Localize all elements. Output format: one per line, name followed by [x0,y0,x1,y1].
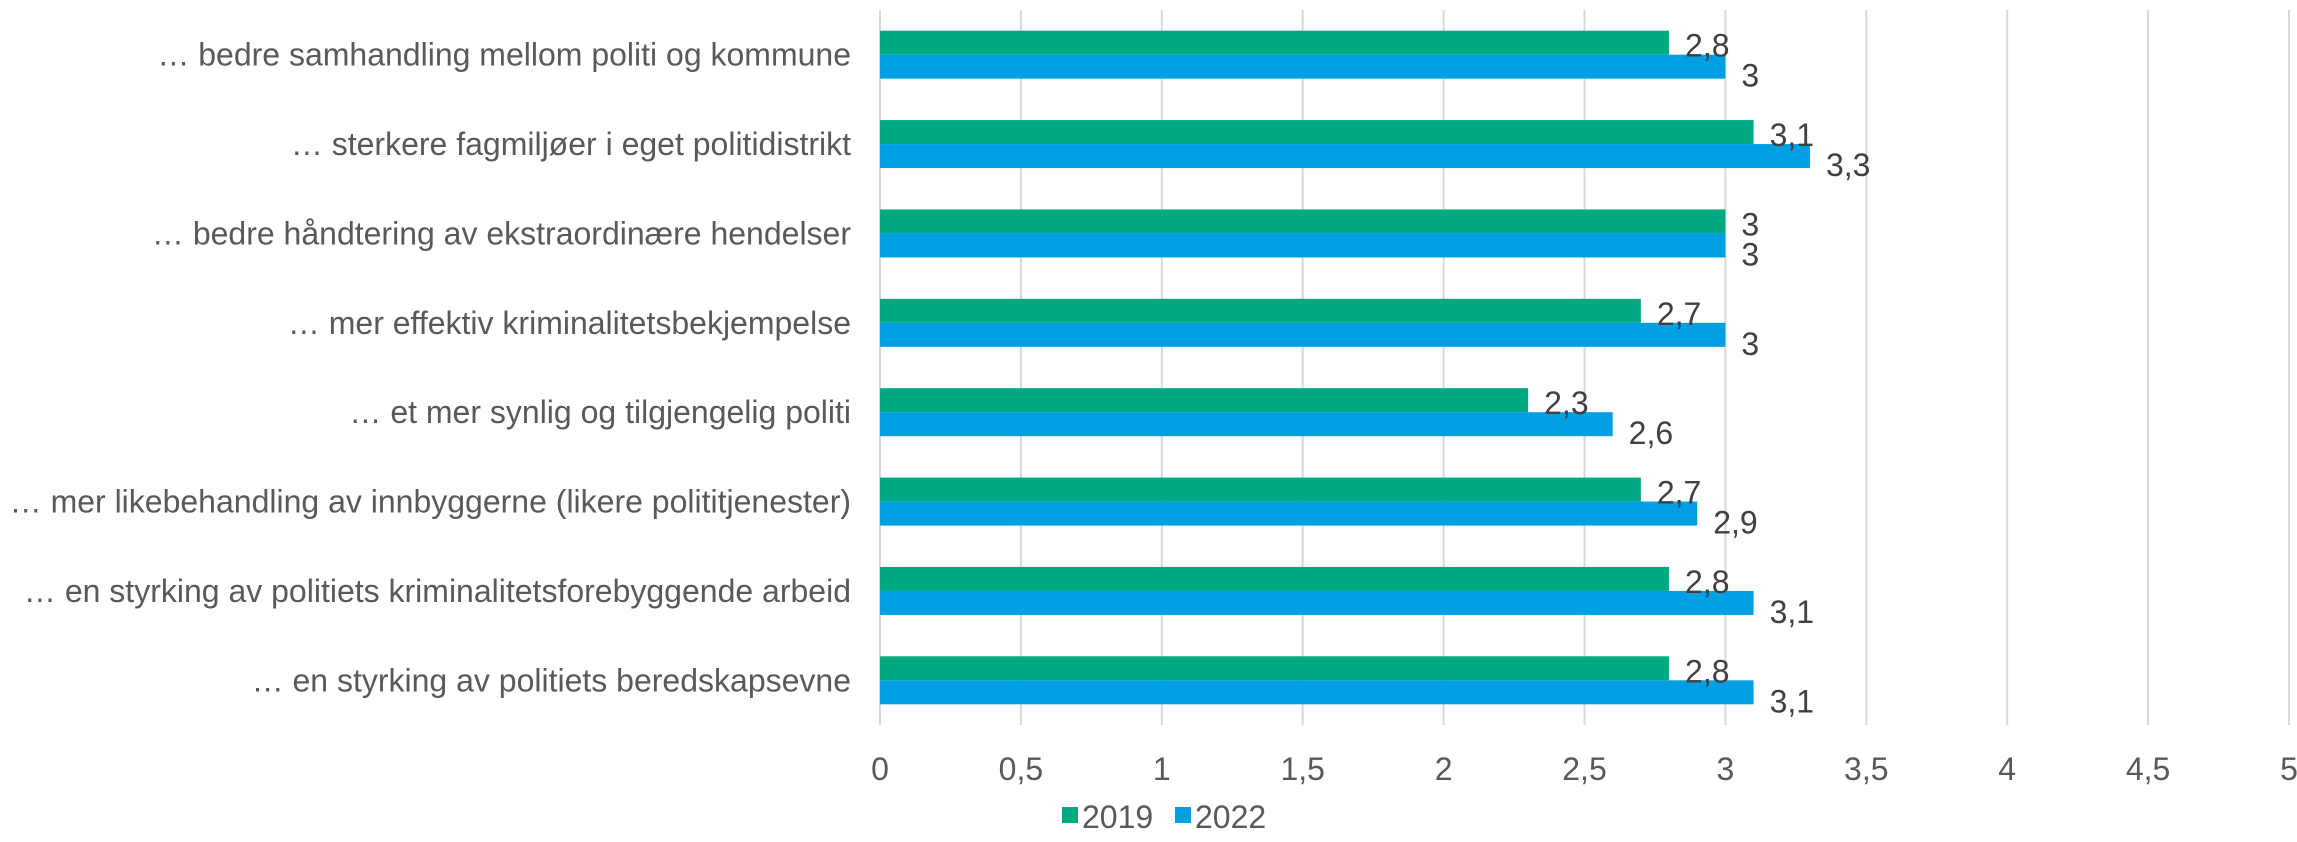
x-tick-label-4: 2 [1435,751,1453,787]
bar-2022-6 [880,590,1754,615]
legend-label-2022: 2022 [1195,799,1266,835]
bar-2022-5 [880,501,1698,526]
category-label-5: … mer likebehandling av innbyggerne (lik… [10,484,851,520]
bar-2022-1 [880,144,1810,169]
x-tick-label-0: 0 [871,751,889,787]
data-label-2022-7: 3,1 [1770,683,1814,719]
bar-2019-2 [880,209,1726,234]
category-labels: … bedre samhandling mellom politi og kom… [10,37,852,699]
bar-2019-4 [880,388,1529,413]
x-tick-label-3: 1,5 [1280,751,1324,787]
data-label-2022-3: 3 [1741,326,1759,362]
x-tick-label-9: 4,5 [2126,751,2170,787]
x-axis-tick-labels: 0 0,5 1 1,5 2 2,5 3 3,5 4 4,5 5 [871,751,2297,787]
data-label-2022-0: 3 [1741,58,1759,94]
legend-swatch-2019 [1062,807,1078,823]
bar-2022-4 [880,412,1613,437]
bar-2022-7 [880,680,1754,705]
category-label-1: … sterkere fagmiljøer i eget politidistr… [291,126,851,162]
x-tick-label-8: 4 [1998,751,2016,787]
legend-label-2019: 2019 [1082,799,1153,835]
category-label-0: … bedre samhandling mellom politi og kom… [157,37,851,73]
bar-2019-6 [880,566,1670,591]
data-label-2022-1: 3,3 [1826,147,1870,183]
data-label-2019-0: 2,8 [1685,28,1729,64]
bar-2019-1 [880,120,1754,145]
x-tick-label-10: 5 [2280,751,2297,787]
data-label-2019-4: 2,3 [1544,385,1588,421]
x-tick-label-7: 3,5 [1844,751,1888,787]
data-label-2019-6: 2,8 [1685,564,1729,600]
category-label-2: … bedre håndtering av ekstraordinære hen… [152,215,851,251]
data-label-2019-2: 3 [1741,206,1759,242]
bar-2019-5 [880,477,1641,502]
data-label-2022-6: 3,1 [1770,594,1814,630]
bars [880,30,1810,705]
legend: 2019 2022 [1062,799,1266,835]
data-label-2019-5: 2,7 [1657,475,1701,511]
x-tick-label-5: 2,5 [1562,751,1606,787]
category-label-4: … et mer synlig og tilgjengelig politi [349,394,851,430]
gridlines [879,10,2290,725]
category-label-6: … en styrking av politiets kriminalitets… [24,573,851,609]
bar-2022-3 [880,322,1726,347]
data-label-2022-4: 2,6 [1629,415,1673,451]
x-tick-label-1: 0,5 [999,751,1043,787]
bar-2019-7 [880,656,1670,681]
data-label-2022-5: 2,9 [1713,505,1757,541]
data-label-2019-1: 3,1 [1770,117,1814,153]
x-tick-label-6: 3 [1717,751,1735,787]
data-label-2019-7: 2,8 [1685,653,1729,689]
bar-2022-2 [880,233,1726,258]
category-label-3: … mer effektiv kriminalitetsbekjempelse [288,305,851,341]
x-tick-label-2: 1 [1153,751,1171,787]
category-label-7: … en styrking av politiets beredskapsevn… [252,662,851,698]
bar-2019-3 [880,298,1641,323]
bar-2019-0 [880,30,1670,55]
data-label-2019-3: 2,7 [1657,296,1701,332]
data-label-2022-2: 3 [1741,236,1759,272]
legend-swatch-2022 [1175,807,1191,823]
bar-2022-0 [880,54,1726,79]
